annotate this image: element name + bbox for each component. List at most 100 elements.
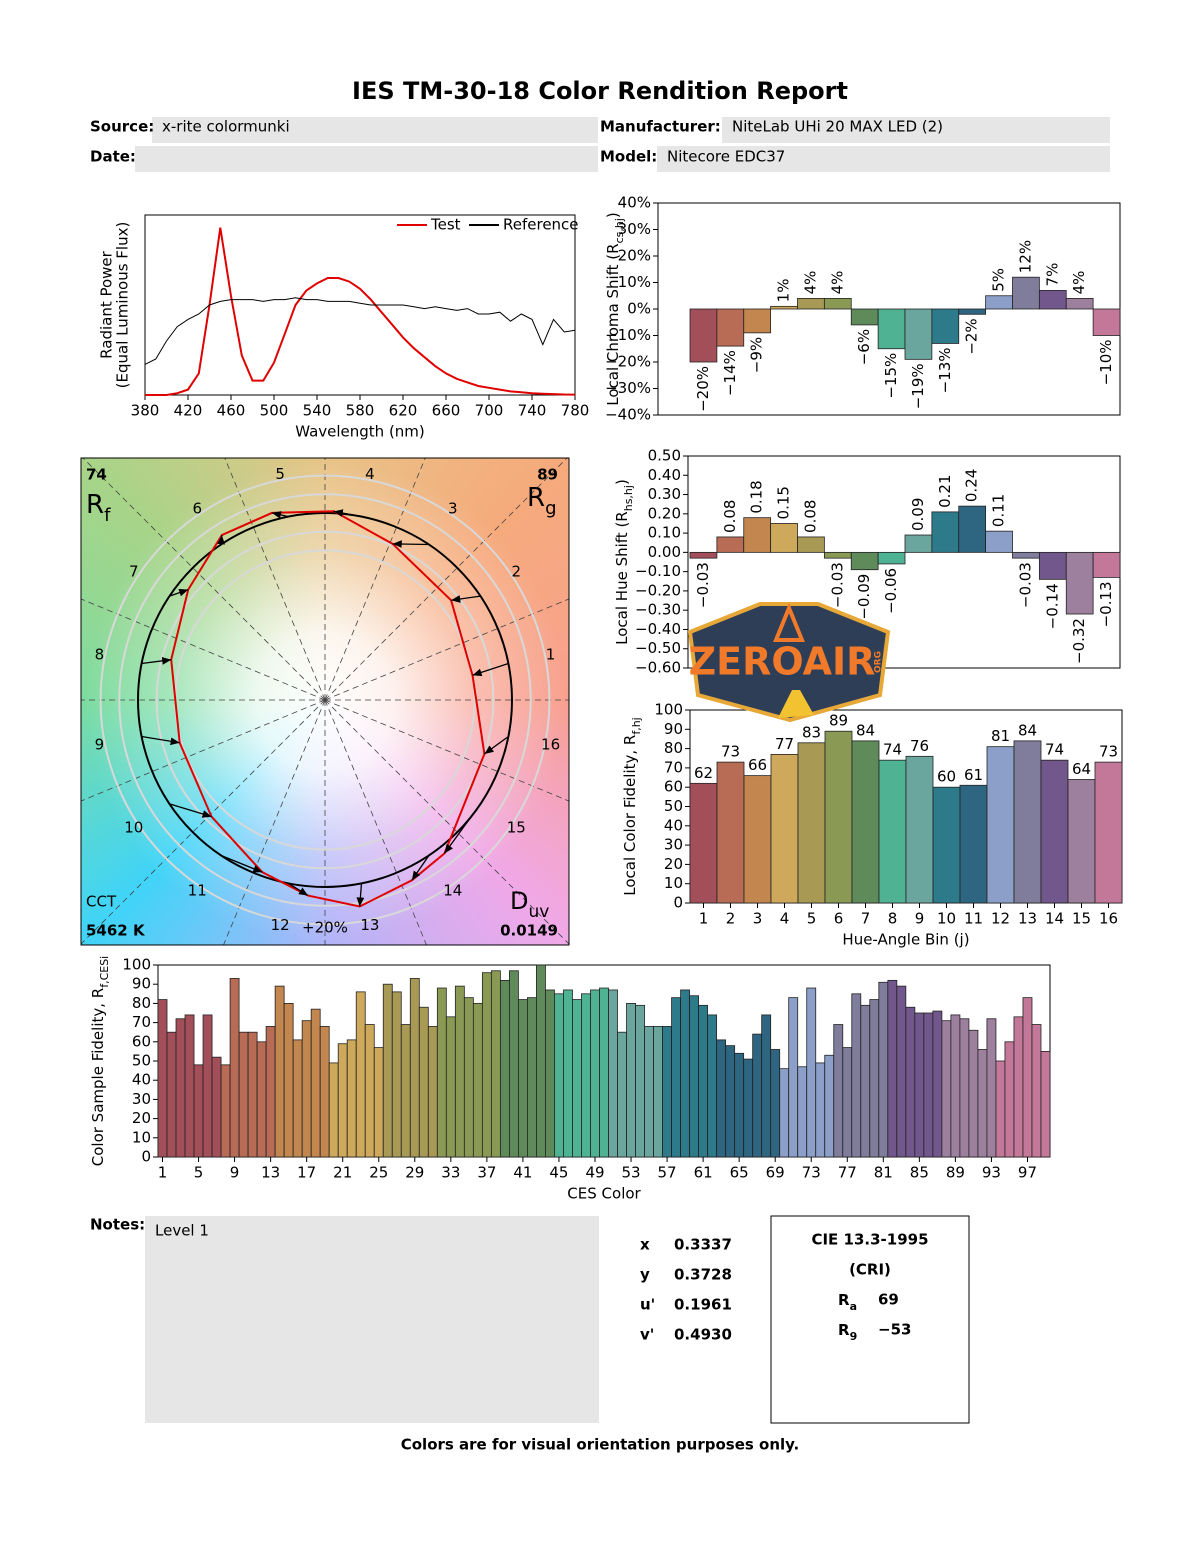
x-tick-label: 45 [549, 1164, 568, 1182]
bar [590, 989, 600, 1158]
bar [931, 308, 960, 344]
y-tick-label: 40 [132, 1071, 151, 1089]
bar [563, 989, 573, 1158]
rf-value: 74 [86, 466, 107, 484]
shift-arrow [451, 595, 481, 603]
bar [977, 1049, 988, 1158]
ring [118, 493, 532, 907]
bar [427, 1026, 438, 1158]
value-label: −13% [936, 347, 954, 393]
bar [247, 1031, 258, 1158]
bar [878, 759, 907, 904]
bar [157, 999, 168, 1158]
value-label: 66 [748, 756, 767, 774]
bar [364, 1024, 375, 1158]
x-tick-label: 13 [1018, 910, 1037, 928]
x-tick-label: 9 [915, 910, 925, 928]
y-tick-label: −30% [605, 379, 651, 397]
x-tick-label: 25 [369, 1164, 388, 1182]
x-tick-label: 69 [766, 1164, 785, 1182]
bar [581, 993, 591, 1158]
field-value: Nitecore EDC37 [667, 148, 785, 166]
rg-label-part: R [527, 483, 545, 513]
rg-label-part: g [545, 498, 556, 519]
y-tick-label: −40% [605, 406, 651, 424]
bar [445, 1016, 456, 1158]
bin-divider [324, 699, 569, 945]
shift-arrow [484, 735, 509, 755]
bar [869, 999, 880, 1158]
bar [554, 993, 564, 1158]
field-label: Source: [90, 118, 154, 136]
y-tick-label: 0% [627, 300, 651, 318]
field-label: Model: [600, 148, 657, 166]
bar [716, 761, 745, 904]
y-tick-label: 50 [664, 797, 683, 815]
y-axis-label-part: Color Sample Fidelity, R [89, 988, 107, 1166]
value-label: −0.03 [828, 562, 846, 608]
x-tick-label: 420 [174, 402, 203, 420]
bar [770, 305, 798, 310]
bar [175, 1018, 186, 1158]
bar [905, 1006, 916, 1158]
x-tick-label: 89 [946, 1164, 965, 1182]
rf-label: Rf [86, 490, 111, 526]
cct-label: CCT [86, 893, 117, 911]
value-label: −0.32 [1070, 618, 1088, 664]
report-title: IES TM-30-18 Color Rendition Report [352, 77, 848, 105]
bar [716, 536, 745, 553]
x-tick-label: 10 [937, 910, 956, 928]
y-tick-label: 0.40 [648, 466, 681, 484]
notes-box [145, 1216, 599, 1423]
bar [932, 1010, 943, 1158]
shift-arrow [169, 588, 189, 597]
value-label: 0.08 [721, 500, 739, 533]
bin-divider [324, 598, 569, 701]
hue-bin-label: 16 [541, 735, 560, 753]
chroma-label: u' [640, 1296, 655, 1314]
bar [346, 1039, 357, 1158]
bar [689, 995, 700, 1158]
y-tick-label: 20 [664, 855, 683, 873]
bar [1013, 1016, 1024, 1158]
bar [842, 1047, 853, 1158]
x-tick-label: 57 [658, 1164, 677, 1182]
x-tick-label: 7 [861, 910, 871, 928]
value-label: −20% [694, 366, 712, 412]
y-tick-label: 30 [132, 1090, 151, 1108]
bar [823, 297, 852, 310]
bin-divider [324, 699, 569, 802]
field-box [152, 117, 598, 143]
bar [527, 997, 537, 1158]
bar [797, 297, 825, 310]
value-label: 0.24 [963, 469, 981, 502]
bar [931, 511, 960, 553]
value-label: −0.03 [694, 562, 712, 608]
bar [184, 1014, 195, 1158]
value-label: 61 [964, 766, 983, 784]
bar [680, 989, 690, 1158]
bar [202, 1014, 213, 1158]
bar [1040, 1051, 1051, 1158]
rf-label-part: f [104, 505, 111, 526]
bar [1013, 740, 1042, 904]
x-tick-label: 5 [807, 910, 817, 928]
value-label: −2% [963, 318, 981, 354]
y-axis-label-part: f,hj [630, 717, 643, 734]
y-tick-label: −20% [605, 353, 651, 371]
value-label: −15% [882, 353, 900, 399]
x-tick-label: 33 [441, 1164, 460, 1182]
y-tick-label: 0.50 [648, 447, 681, 465]
value-label: 84 [1018, 721, 1037, 739]
y-tick-label: 100 [654, 701, 683, 719]
duv-label-part: uv [528, 902, 549, 922]
bar [743, 775, 772, 904]
bin-divider [224, 458, 326, 701]
cri-title: CIE 13.3-1995 [811, 1231, 928, 1249]
bar [644, 1026, 654, 1158]
y-tick-label: 0.30 [648, 485, 681, 503]
bar [1092, 308, 1121, 336]
value-label: −14% [721, 350, 739, 396]
